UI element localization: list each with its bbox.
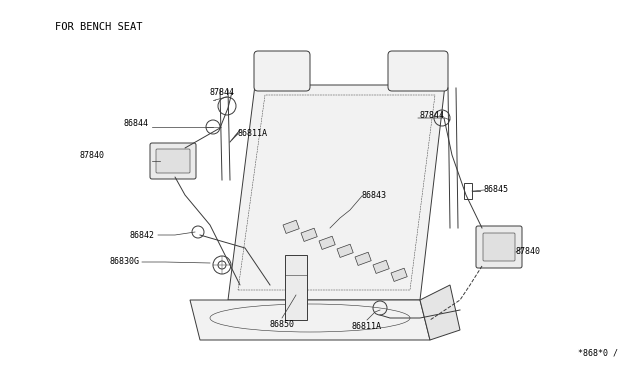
Text: 86843: 86843	[362, 192, 387, 201]
Text: 86811A: 86811A	[352, 322, 382, 331]
Polygon shape	[190, 300, 430, 340]
Bar	[319, 236, 335, 250]
Text: 86844: 86844	[123, 119, 148, 128]
FancyBboxPatch shape	[150, 143, 196, 179]
FancyBboxPatch shape	[483, 233, 515, 261]
Text: 87844: 87844	[420, 110, 445, 119]
Text: 86811A: 86811A	[238, 128, 268, 138]
Bar	[373, 260, 389, 273]
FancyBboxPatch shape	[388, 51, 448, 91]
Text: 86842: 86842	[130, 231, 155, 240]
Text: 86830G: 86830G	[110, 257, 140, 266]
Polygon shape	[228, 85, 445, 300]
Text: *868*0 /: *868*0 /	[578, 349, 618, 358]
Text: FOR BENCH SEAT: FOR BENCH SEAT	[55, 22, 143, 32]
Polygon shape	[420, 285, 460, 340]
Text: 86845: 86845	[484, 186, 509, 195]
Bar	[285, 255, 307, 320]
Bar	[355, 252, 371, 266]
Text: 87840: 87840	[79, 151, 104, 160]
Bar	[337, 244, 353, 257]
FancyBboxPatch shape	[156, 149, 190, 173]
FancyBboxPatch shape	[476, 226, 522, 268]
Bar	[301, 228, 317, 241]
Text: 87844: 87844	[210, 88, 235, 97]
Text: 86850: 86850	[269, 320, 294, 329]
Text: 87840: 87840	[516, 247, 541, 257]
FancyBboxPatch shape	[254, 51, 310, 91]
Bar	[391, 268, 407, 282]
Bar	[283, 220, 300, 234]
Bar	[464, 183, 472, 199]
